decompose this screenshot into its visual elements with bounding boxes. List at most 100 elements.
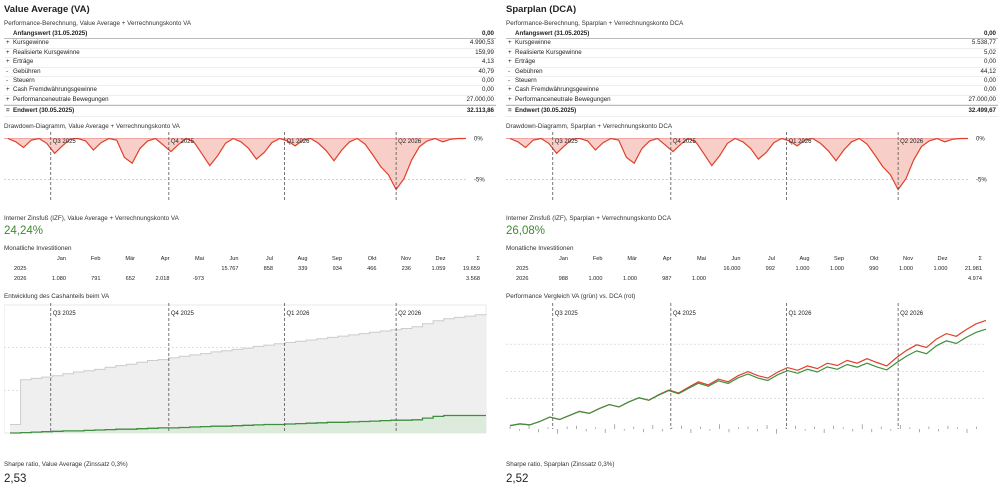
performance-row: - Steuern 0,00 — [4, 76, 496, 87]
month-label: Mär — [627, 256, 637, 262]
monthly-value: 4.974 — [968, 276, 982, 282]
quarter-label: Q1 2026 — [788, 139, 812, 145]
month-label: Jan — [558, 256, 568, 262]
performance-row: - Steuern 0,00 — [506, 76, 998, 87]
row-label: Performanceneutrale Bewegungen — [13, 95, 109, 103]
va-end-label: Endwert (30.05.2025) — [13, 107, 75, 115]
row-value: 0,00 — [983, 86, 996, 94]
va-sharpe-value: 2,53 — [4, 473, 27, 485]
row-value: 27.000,00 — [968, 95, 996, 103]
va-cash-chart: Q3 2025 Q4 2025 Q1 2026 Q2 2026 — [4, 303, 487, 434]
row-label: Kursgewinne — [515, 39, 551, 47]
row-value: 5,02 — [983, 48, 996, 56]
row-sign: + — [6, 95, 10, 103]
row-label: Realisierte Kursgewinne — [515, 48, 582, 56]
month-label: Nov — [401, 256, 411, 262]
monthly-year-row: 2026 988 1.000 1.000 987 1.000 4.974 — [506, 276, 998, 285]
performance-row: + Realisierte Kursgewinne 159,99 — [4, 48, 496, 59]
dca-monthly-title: Monatliche Investitionen — [506, 245, 574, 252]
performance-comparison-chart: Q3 2025 Q4 2025 Q1 2026 Q2 2026 — [506, 303, 987, 434]
quarter-label: Q4 2025 — [673, 311, 697, 317]
va-title: Value Average (VA) — [4, 4, 90, 15]
month-label: Feb — [592, 256, 603, 262]
va-chart3-title: Entwicklung des Cashanteils beim VA — [4, 293, 110, 300]
monthly-value: 1.059 — [431, 266, 446, 272]
series-area — [10, 415, 486, 433]
row-sign: + — [6, 39, 10, 47]
row-value: 0,00 — [983, 58, 996, 66]
va-drawdown-title: Drawdown-Diagramm, Value Average + Verre… — [4, 123, 180, 130]
dca-drawdown-title: Drawdown-Diagramm, Sparplan + Verrechnun… — [506, 123, 673, 130]
row-label: Gebühren — [13, 67, 41, 75]
month-label: Jun — [229, 256, 239, 262]
va-start-row: Anfangswert (31.05.2025) 0,00 — [4, 30, 496, 40]
dca-performance-table: Anfangswert (31.05.2025) 0,00 + Kursgewin… — [506, 30, 998, 118]
row-sign: + — [508, 39, 512, 47]
performance-row: + Erträge 0,00 — [506, 58, 998, 68]
row-sign: - — [6, 76, 9, 84]
row-value: 159,99 — [475, 48, 494, 56]
month-label: Sep — [332, 256, 342, 262]
monthly-value: 19.659 — [462, 266, 480, 272]
performance-row: + Performanceneutrale Bewegungen 27.000,00 — [4, 95, 496, 106]
quarter-label: Q3 2025 — [555, 311, 579, 317]
row-label: Erträge — [515, 58, 536, 66]
performance-row: - Gebühren 44,12 — [506, 68, 998, 77]
va-end-value: 32.113,86 — [466, 107, 494, 115]
row-sign: + — [508, 95, 512, 103]
monthly-value: 1.080 — [52, 276, 66, 282]
quarter-label: Q2 2026 — [900, 139, 924, 145]
monthly-value: 934 — [332, 266, 342, 272]
monthly-value: 1.000 — [933, 266, 948, 272]
monthly-year-row: 2025 15.767 858 339 934 466 236 1.059 19.659 — [4, 266, 496, 275]
row-value: 44,12 — [980, 67, 996, 75]
dca-start-row: Anfangswert (31.05.2025) 0,00 — [506, 30, 998, 40]
monthly-value: 236 — [401, 266, 411, 272]
row-value: 0,00 — [481, 76, 494, 84]
row-value: 0,00 — [983, 76, 996, 84]
va-irr-title: Interner Zinsfuß (IZF), Value Average + … — [4, 215, 179, 222]
monthly-value: 1.000 — [830, 266, 844, 272]
dca-irr-title: Interner Zinsfuß (IZF), Sparplan + Verre… — [506, 215, 672, 222]
quarter-label: Q2 2026 — [398, 139, 422, 145]
month-label: Dez — [937, 256, 948, 262]
month-label: Feb — [90, 256, 101, 262]
quarter-label: Q2 2026 — [398, 311, 422, 317]
dca-start-label: Anfangswert (31.05.2025) — [515, 30, 590, 37]
quarter-label: Q1 2026 — [286, 139, 310, 145]
dca-sharpe-title: Sharpe ratio, Sparplan (Zinssatz 0,3%) — [506, 461, 615, 468]
dca-end-row: = Endwert (30.05.2025) 32.499,67 — [506, 105, 998, 118]
row-sign: + — [508, 58, 512, 66]
month-label: Apr — [160, 256, 170, 262]
monthly-value: 1.000 — [899, 266, 913, 272]
row-sign: - — [6, 67, 9, 75]
row-sign: + — [508, 86, 512, 94]
row-value: 4,13 — [481, 58, 494, 66]
va-sharpe-title: Sharpe ratio, Value Average (Zinssatz 0,… — [4, 461, 128, 468]
month-label: Sep — [834, 256, 844, 262]
row-value: 40,79 — [478, 67, 494, 75]
drawdown-area — [510, 138, 968, 190]
va-start-label: Anfangswert (31.05.2025) — [13, 30, 88, 37]
monthly-header-row: Jan Feb Mär Apr Mai Jun Jul Aug Sep Okt Nov Dez Σ — [506, 256, 998, 265]
month-label: Jul — [265, 256, 273, 262]
monthly-value: 2.018 — [155, 276, 170, 282]
y-tick-label: -5% — [474, 178, 485, 184]
quarter-label: Q1 2026 — [788, 311, 812, 317]
row-value: 5.538,77 — [971, 39, 996, 47]
monthly-value: -973 — [192, 276, 204, 282]
performance-row: + Erträge 4,13 — [4, 58, 496, 68]
performance-row: + Performanceneutrale Bewegungen 27.000,00 — [506, 95, 998, 106]
monthly-value: 987 — [662, 276, 672, 282]
va-monthly-table: Jan Feb Mär Apr Mai Jun Jul Aug Sep Okt Nov Dez Σ 202… — [4, 256, 496, 288]
monthly-year-row: 2025 16.000 992 1.000 1.000 990 1.000 1.000 21.9… — [506, 266, 998, 275]
year-label: 2026 — [516, 276, 529, 282]
month-label: Okt — [869, 256, 879, 262]
monthly-value: 1.000 — [795, 266, 810, 272]
quarter-label: Q4 2025 — [171, 311, 195, 317]
va-irr-value: 24,24% — [4, 225, 44, 237]
series-line — [10, 314, 487, 425]
row-sign: - — [508, 67, 511, 75]
year-label: 2025 — [14, 266, 27, 272]
dca-start-value: 0,00 — [983, 30, 996, 37]
